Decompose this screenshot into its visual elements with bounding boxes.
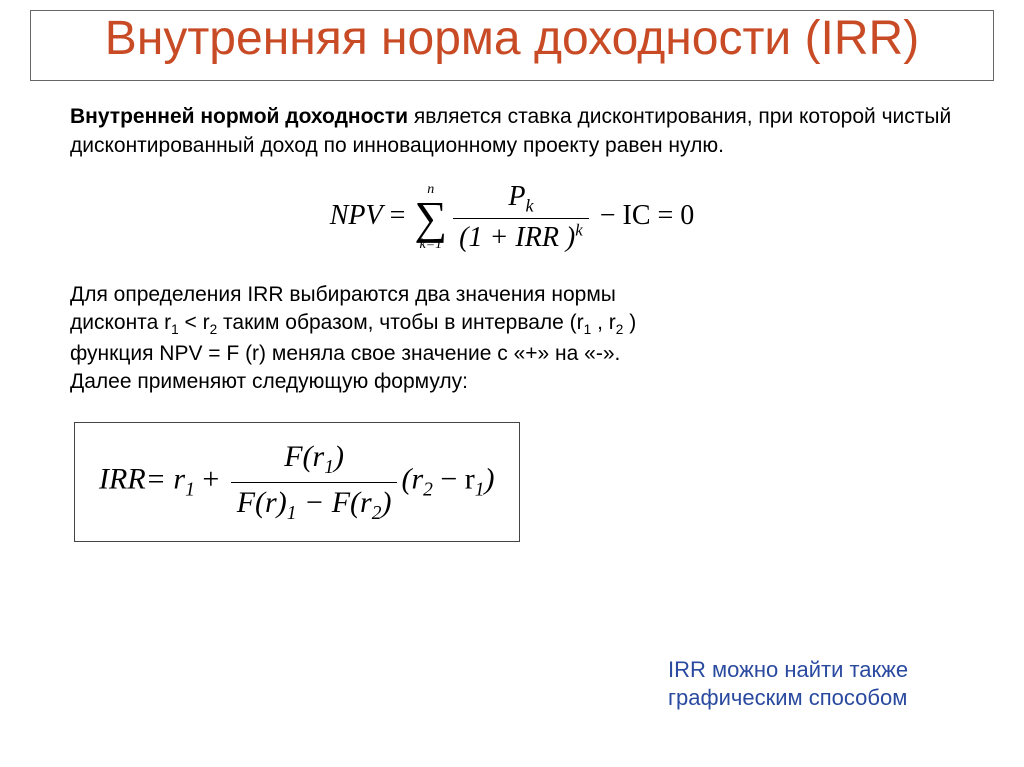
slide-title: Внутренняя норма доходности (IRR)	[41, 11, 983, 66]
frac-den-sup: k	[575, 221, 582, 240]
definition-paragraph: Внутренней нормой доходности является ст…	[70, 103, 954, 160]
irr-fraction: F(r1)F(r)1 − F(r2)	[231, 437, 398, 527]
ml2-b: < r	[179, 311, 210, 334]
eq-sign: =	[383, 200, 413, 231]
irr-plus: +	[195, 463, 227, 496]
irr-tail-sub1: 1	[475, 480, 485, 501]
irr-tail-b: − r	[433, 463, 475, 496]
npv-fraction: Pk(1 + IRR )k	[453, 178, 589, 257]
irr-den-c: )	[381, 486, 391, 519]
method-line1: Для определения IRR выбираются два значе…	[70, 281, 954, 309]
irr-tail-a: (r	[401, 463, 423, 496]
method-line2: дисконта r1 < r2 таким образом, чтобы в …	[70, 309, 954, 340]
title-box: Внутренняя норма доходности (IRR)	[30, 10, 994, 81]
npv-tail: − IC = 0	[593, 200, 695, 231]
ml2-sub1: 1	[171, 322, 179, 337]
irr-tail-c: )	[485, 463, 495, 496]
irr-tail-sub2: 2	[423, 480, 433, 501]
irr-formula-box: IRR= r1 + F(r1)F(r)1 − F(r2)(r2 − r1)	[74, 422, 520, 542]
method-paragraph: Для определения IRR выбираются два значе…	[70, 281, 954, 397]
npv-formula: NPV = n∑k=1Pk(1 + IRR )k − IC = 0	[70, 178, 954, 257]
irr-den-b: − F(r	[296, 486, 371, 519]
definition-term: Внутренней нормой доходности	[70, 105, 408, 128]
irr-den-a: F(r)	[237, 486, 287, 519]
frac-den-base: (1 + IRR )	[459, 222, 575, 253]
irr-num-a: F(r	[284, 440, 324, 473]
method-line3: функция NPV = F (r) меняла свое значение…	[70, 340, 954, 368]
frac-num-sub: k	[525, 195, 533, 215]
sigma-icon: n∑k=1	[414, 183, 447, 252]
irr-lhs-a: IRR	[99, 463, 146, 496]
irr-num-b: )	[334, 440, 344, 473]
ml2-e: )	[623, 311, 636, 334]
irr-lhs-b: = r	[146, 463, 185, 496]
irr-num-sub: 1	[324, 457, 334, 478]
ml2-a: дисконта r	[70, 311, 171, 334]
graphical-note: IRR можно найти также графическим способ…	[668, 656, 988, 713]
npv-lhs: NPV	[330, 200, 383, 231]
irr-den-sub2: 2	[372, 503, 382, 524]
ml2-c: таким образом, чтобы в интервале (r	[217, 311, 583, 334]
irr-den-sub1: 1	[287, 503, 297, 524]
ml2-d: , r	[591, 311, 616, 334]
slide: Внутренняя норма доходности (IRR) Внутре…	[0, 0, 1024, 767]
slide-body: Внутренней нормой доходности является ст…	[30, 103, 994, 542]
method-line4: Далее применяют следующую формулу:	[70, 368, 954, 396]
irr-lhs-sub: 1	[185, 480, 195, 501]
frac-num-p: P	[508, 181, 525, 212]
